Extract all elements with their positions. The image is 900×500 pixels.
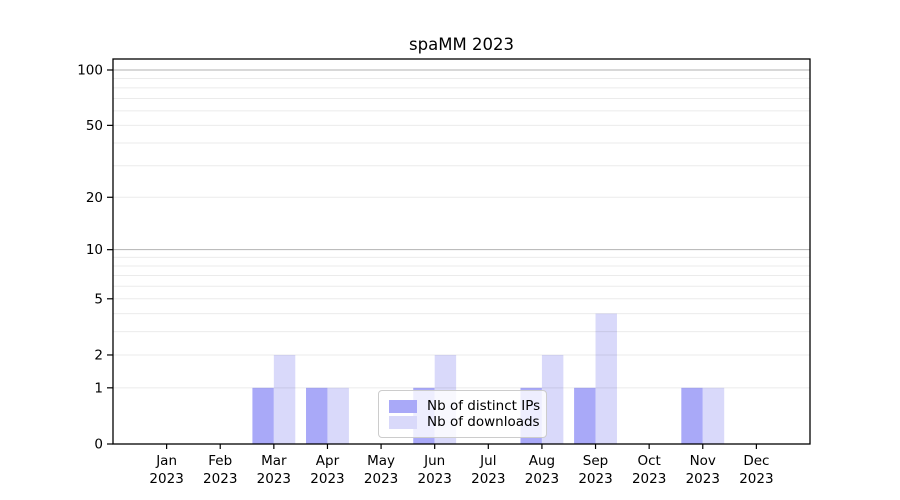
x-tick-label-month: Oct xyxy=(637,453,660,469)
legend-label-distinct-ips: Nb of distinct IPs xyxy=(427,398,541,414)
x-tick-label-year: 2023 xyxy=(578,471,612,487)
x-tick-label-month: Jan xyxy=(155,453,177,469)
x-tick-label-year: 2023 xyxy=(310,471,344,487)
x-tick-label-month: May xyxy=(367,453,395,469)
axes-box xyxy=(112,58,811,445)
bar-downloads-nov xyxy=(702,387,725,444)
x-tick-label-month: Jul xyxy=(479,453,496,469)
y-tick-label: 1 xyxy=(94,380,103,396)
legend-item-downloads: Nb of downloads xyxy=(389,414,540,430)
x-tick-label-year: 2023 xyxy=(686,471,720,487)
y-tick-label: 20 xyxy=(86,190,103,206)
x-tick-label-year: 2023 xyxy=(471,471,505,487)
y-tick-label: 0 xyxy=(94,437,103,453)
y-tick-label: 100 xyxy=(77,62,103,78)
bar-downloads-aug xyxy=(541,354,564,444)
x-tick-label-year: 2023 xyxy=(525,471,559,487)
legend-swatch-distinct-ips xyxy=(389,399,417,413)
bar-downloads-sep xyxy=(595,313,617,444)
x-tick-label-year: 2023 xyxy=(257,471,291,487)
x-tick-label-month: Jun xyxy=(423,453,445,469)
x-tick-label-month: Mar xyxy=(261,453,287,469)
x-tick-label-month: Nov xyxy=(690,453,716,469)
x-tick-label-month: Feb xyxy=(208,453,232,469)
x-tick-label-month: Dec xyxy=(743,453,769,469)
y-tick-label: 5 xyxy=(94,291,103,307)
x-tick-label-year: 2023 xyxy=(364,471,398,487)
chart-title: spaMM 2023 xyxy=(409,35,514,54)
x-tick-label-year: 2023 xyxy=(739,471,773,487)
x-tick-label-year: 2023 xyxy=(149,471,183,487)
y-tick-label: 2 xyxy=(94,347,103,363)
legend-swatch-downloads xyxy=(389,415,417,429)
legend-item-distinct-ips: Nb of distinct IPs xyxy=(389,398,541,414)
x-tick-label-month: Aug xyxy=(529,453,555,469)
x-tick-label-year: 2023 xyxy=(632,471,666,487)
y-tick-label: 50 xyxy=(86,118,103,134)
legend-label-downloads: Nb of downloads xyxy=(427,414,540,430)
bar-distinct-ips-nov xyxy=(681,387,703,444)
bar-downloads-apr xyxy=(327,387,349,444)
legend: Nb of distinct IPs Nb of downloads xyxy=(378,390,547,438)
x-tick-label-year: 2023 xyxy=(418,471,452,487)
x-tick-label-month: Apr xyxy=(316,453,340,469)
bar-distinct-ips-mar xyxy=(252,387,274,444)
bar-distinct-ips-apr xyxy=(306,387,328,444)
y-tick-label: 10 xyxy=(86,242,103,258)
bar-distinct-ips-sep xyxy=(574,387,596,444)
x-tick-label-month: Sep xyxy=(583,453,608,469)
bar-downloads-mar xyxy=(273,354,296,444)
x-tick-label-year: 2023 xyxy=(203,471,237,487)
